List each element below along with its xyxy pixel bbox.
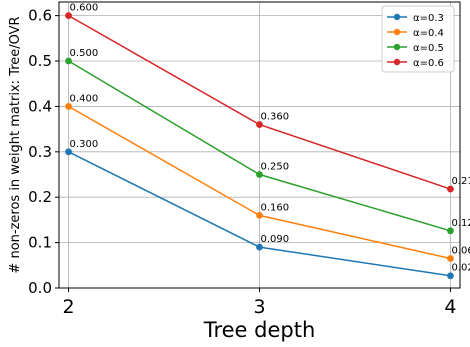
legend-swatch-marker xyxy=(393,28,401,36)
data-point xyxy=(65,57,72,65)
plot-series xyxy=(65,12,454,280)
data-label: 0.250 xyxy=(261,162,290,173)
data-point xyxy=(256,121,263,128)
y-axis-title: # non-zeros in weight matrix: Tree/OVR xyxy=(8,16,23,273)
data-label: 0.027 xyxy=(451,263,470,274)
data-label: 0.600 xyxy=(70,3,99,14)
data-point xyxy=(256,171,263,178)
legend-swatch-marker xyxy=(393,43,401,51)
data-point xyxy=(447,185,454,193)
data-label: 0.500 xyxy=(70,48,99,59)
data-point xyxy=(256,211,263,219)
grid xyxy=(59,2,460,289)
x-tick-label: 3 xyxy=(253,296,265,318)
axis-ticks: 0.0 0.1 0.2 0.3 0.4 0.5 0.6 2 3 4 xyxy=(28,7,456,318)
data-point xyxy=(256,243,263,251)
legend-label: α=0.4 xyxy=(413,28,444,39)
x-tick-label: 2 xyxy=(63,296,75,318)
data-point xyxy=(447,255,454,262)
y-tick-label: 0.5 xyxy=(28,52,52,70)
data-label: 0.126 xyxy=(451,218,470,229)
y-tick-label: 0.6 xyxy=(28,7,52,25)
y-tick-label: 0.3 xyxy=(28,143,52,161)
data-point xyxy=(65,103,72,110)
x-tick-label: 4 xyxy=(444,296,456,318)
legend-box xyxy=(381,5,455,73)
data-point xyxy=(447,227,454,235)
legend: α=0.3 α=0.4 α=0.5 α=0.6 xyxy=(381,5,455,73)
data-labels: 0.300 0.090 0.027 0.400 0.160 0.065 0.500 0.250… xyxy=(70,3,470,274)
data-point xyxy=(447,272,454,280)
data-point xyxy=(65,12,72,20)
data-label: 0.065 xyxy=(451,245,470,256)
data-label: 0.400 xyxy=(70,93,99,104)
y-tick-label: 0.0 xyxy=(28,279,52,297)
data-label: 0.218 xyxy=(451,176,470,187)
legend-swatch-marker xyxy=(393,58,401,66)
legend-label: α=0.6 xyxy=(413,58,444,69)
legend-swatch-marker xyxy=(393,13,401,21)
data-label: 0.300 xyxy=(70,139,99,150)
data-label: 0.090 xyxy=(261,234,290,245)
x-axis-title: Tree depth xyxy=(203,318,316,342)
legend-label: α=0.3 xyxy=(413,13,444,24)
y-tick-label: 0.4 xyxy=(28,97,52,115)
y-tick-label: 0.2 xyxy=(28,188,52,206)
legend-label: α=0.5 xyxy=(413,43,444,54)
data-label: 0.360 xyxy=(261,112,290,123)
data-label: 0.160 xyxy=(261,202,290,213)
y-tick-label: 0.1 xyxy=(28,234,52,252)
data-point xyxy=(65,148,72,156)
